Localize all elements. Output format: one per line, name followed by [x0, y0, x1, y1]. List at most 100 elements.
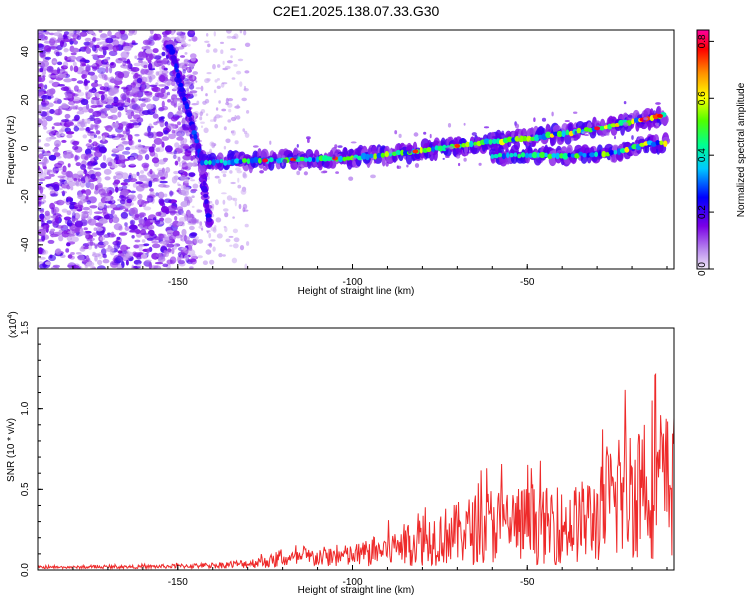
noise-blob [197, 239, 204, 244]
noise-blob [97, 136, 102, 139]
noise-blob [627, 114, 633, 118]
noise-blob [229, 244, 233, 247]
noise-blob [252, 145, 259, 148]
noise-blob [164, 217, 172, 224]
colorbar-gradient [696, 29, 710, 270]
noise-blob [222, 199, 226, 205]
noise-blob [177, 102, 183, 109]
ridge-core [345, 156, 352, 161]
noise-blob [221, 82, 228, 85]
noise-blob [49, 109, 55, 114]
noise-blob [107, 204, 116, 209]
noise-blob [224, 65, 231, 70]
noise-blob [48, 46, 58, 50]
ridge-core [574, 153, 580, 159]
ridge-core [373, 153, 378, 160]
ridge-core [242, 158, 247, 163]
noise-blob [140, 170, 145, 174]
noise-blob [244, 132, 250, 138]
noise-blob [177, 121, 181, 126]
noise-blob [113, 175, 117, 180]
noise-blob [44, 210, 50, 217]
noise-blob [185, 209, 191, 218]
noise-blob [237, 184, 242, 189]
noise-blob [131, 235, 135, 239]
noise-blob [120, 96, 127, 101]
noise-blob [42, 166, 47, 170]
ridge-core [633, 117, 640, 123]
noise-blob [209, 119, 215, 122]
noise-blob [177, 110, 183, 116]
noise-blob [137, 139, 142, 143]
noise-blob [149, 149, 156, 157]
noise-blob [188, 39, 192, 42]
noise-blob [141, 147, 148, 153]
noise-blob [102, 259, 110, 264]
noise-blob [121, 86, 129, 90]
noise-blob [148, 262, 152, 269]
noise-blob [161, 51, 166, 57]
noise-blob [70, 78, 77, 82]
noise-blob [643, 117, 648, 121]
noise-blob [138, 244, 143, 252]
noise-blob [64, 56, 68, 61]
noise-blob [611, 119, 615, 122]
noise-blob [45, 115, 53, 122]
noise-blob [57, 30, 63, 33]
noise-blob [63, 38, 71, 43]
spectrogram-frame [37, 29, 675, 270]
noise-blob [93, 156, 99, 161]
noise-blob [127, 139, 135, 146]
y-tick-label: 40 [20, 46, 31, 58]
noise-blob [54, 168, 63, 171]
noise-blob [186, 87, 189, 92]
noise-blob [137, 143, 143, 151]
noise-blob [47, 169, 53, 173]
noise-blob [306, 136, 311, 140]
noise-blob [96, 182, 103, 189]
noise-blob [148, 62, 153, 70]
snr-background [38, 328, 674, 570]
noise-blob [214, 175, 220, 179]
noise-blob [127, 134, 133, 141]
noise-blob [262, 166, 268, 171]
noise-blob [136, 253, 143, 260]
noise-blob [116, 242, 121, 248]
ridge-core [174, 63, 178, 70]
noise-blob [42, 75, 46, 78]
noise-blob [230, 55, 233, 59]
noise-blob [100, 94, 105, 101]
noise-blob [212, 246, 216, 252]
noise-blob [88, 127, 94, 130]
noise-blob [156, 92, 165, 98]
noise-blob [120, 93, 127, 100]
noise-blob [153, 33, 159, 41]
ridge-core [594, 151, 598, 158]
ridge-core [391, 151, 397, 157]
noise-blob [161, 70, 169, 75]
colorbar-label: Normalized spectral amplitude [736, 82, 747, 217]
noise-blob [80, 121, 85, 128]
y-tick-label: -20 [20, 189, 31, 204]
noise-blob [541, 117, 547, 122]
noise-blob [161, 65, 166, 70]
noise-blob [88, 30, 95, 35]
noise-blob [210, 239, 216, 242]
noise-blob [246, 241, 250, 246]
noise-blob [165, 30, 172, 35]
noise-blob [120, 182, 128, 186]
colorbar-ticks: 0.0 0.2 0.4 0.6 0.8 [697, 34, 714, 276]
noise-blob [41, 119, 48, 127]
noise-blob [105, 104, 114, 109]
noise-blob [429, 133, 432, 139]
spectrogram-x-ticks: -150 -100 -50 [37, 264, 668, 288]
noise-blob [195, 87, 201, 90]
ridge-core [246, 158, 251, 165]
noise-blob [176, 115, 183, 118]
ridge-core [376, 152, 382, 159]
snr-frame [37, 327, 675, 571]
noise-blob [130, 190, 136, 194]
noise-blob [117, 71, 125, 79]
noise-blob [40, 215, 44, 223]
noise-blob [77, 170, 85, 176]
